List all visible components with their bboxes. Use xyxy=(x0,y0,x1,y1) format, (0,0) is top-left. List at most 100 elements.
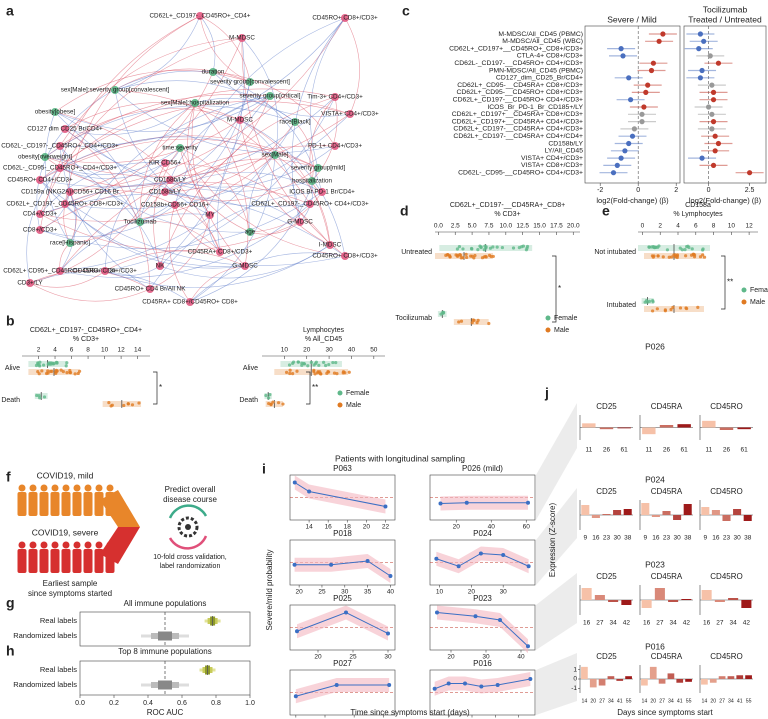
point xyxy=(292,480,297,485)
node-label: obesity[overweight] xyxy=(18,154,72,161)
bar xyxy=(654,588,665,600)
estimate xyxy=(710,89,717,95)
node-label: CD45RO- CD4+/CD3+ xyxy=(73,268,137,275)
tick-label: 34 xyxy=(670,620,678,627)
network-edge xyxy=(159,96,336,267)
estimate xyxy=(639,111,645,117)
point xyxy=(498,618,502,622)
legend-dot xyxy=(741,287,747,293)
network-edge xyxy=(54,95,271,132)
network-edge xyxy=(44,156,141,223)
tick-label: 0.8 xyxy=(211,700,221,707)
network-node xyxy=(341,14,349,22)
group-label: Intubated xyxy=(607,302,636,309)
network-edge xyxy=(199,15,251,83)
person-body xyxy=(50,549,60,573)
network-edge xyxy=(164,167,319,202)
person-body xyxy=(39,549,49,573)
tick-label: 11 xyxy=(585,447,592,454)
tick-label: 16 xyxy=(712,535,720,542)
network-node xyxy=(236,116,244,124)
dot xyxy=(663,308,667,312)
connector xyxy=(536,403,577,520)
network-edge xyxy=(191,102,246,267)
dot xyxy=(266,396,271,400)
network-edge xyxy=(39,37,243,215)
dot xyxy=(511,246,516,250)
bar xyxy=(602,514,611,515)
tick-label: 61 xyxy=(741,447,749,454)
dot xyxy=(321,360,326,364)
network-node xyxy=(186,298,194,306)
tick-label: 50 xyxy=(370,347,378,354)
tick-label: 10 xyxy=(281,347,289,354)
tick-label: 34 xyxy=(730,620,738,627)
estimate xyxy=(620,53,626,59)
tick-label: 26 xyxy=(663,447,671,454)
tick-label: 55 xyxy=(686,698,692,704)
point xyxy=(526,644,530,649)
node-label: CD62L+_CD197-_CD45RO+_CD4+ xyxy=(150,13,251,20)
dot xyxy=(42,363,46,367)
network-node xyxy=(56,142,64,150)
dot xyxy=(65,361,69,365)
significance: * xyxy=(159,383,162,392)
row-label: Real labels xyxy=(40,665,77,674)
dot xyxy=(316,370,320,374)
tick-label: 9 xyxy=(643,535,647,542)
tick-label: 34 xyxy=(668,698,674,704)
network-edge xyxy=(59,108,241,147)
network-node xyxy=(101,267,109,275)
tick-label: 2 xyxy=(658,223,662,230)
tick-label: 23 xyxy=(603,535,611,542)
point xyxy=(435,610,439,615)
network-node xyxy=(326,241,334,249)
network-edge xyxy=(212,71,351,117)
network-edge xyxy=(39,213,301,251)
marker-title: CD45RA xyxy=(651,652,683,661)
bar xyxy=(714,600,725,602)
estimate xyxy=(656,38,662,44)
point xyxy=(383,504,388,509)
line xyxy=(294,560,391,577)
network-node xyxy=(331,93,339,101)
tick-label: 27 xyxy=(599,698,605,704)
network-node xyxy=(26,279,34,287)
person-body xyxy=(94,549,104,573)
marker-title: CD45RO xyxy=(710,487,742,496)
node-label: ICOS Br PD-1 Br/CD4+ xyxy=(289,189,355,196)
network-edge xyxy=(239,119,301,223)
tick-label: 30 xyxy=(673,535,681,542)
axis-title: Expression (Z-score) xyxy=(548,503,557,578)
legend-label: Female xyxy=(554,315,577,322)
axis-title: Time since symptoms start (days) xyxy=(350,708,470,717)
panel-letter: g xyxy=(6,595,15,611)
group-label: Death xyxy=(239,397,258,404)
subplot-title: P016 xyxy=(473,659,492,668)
network-edge xyxy=(59,145,336,272)
axis-title: log2(Fold-change) (β) xyxy=(596,196,669,205)
dot xyxy=(470,321,474,325)
row-label: PMN-MDSC/All_CD45 (PBMC) xyxy=(489,67,583,74)
network-edge xyxy=(189,154,276,303)
plot-title: % All_CD45 xyxy=(305,336,342,343)
bar xyxy=(608,600,619,602)
network-edge xyxy=(59,147,181,175)
point xyxy=(528,677,533,681)
legend-label: Female xyxy=(750,287,768,294)
cycle-arrow xyxy=(168,535,208,550)
bar xyxy=(594,595,605,600)
dot xyxy=(291,371,295,376)
dot xyxy=(495,245,499,249)
network-edge xyxy=(104,244,331,288)
network-edge xyxy=(44,113,351,177)
tick-label: 23 xyxy=(663,535,671,542)
dot xyxy=(137,401,141,405)
person-body xyxy=(61,549,71,573)
network-edge xyxy=(174,204,221,253)
dot xyxy=(48,369,53,374)
person-head xyxy=(95,541,103,549)
null-dist xyxy=(158,631,172,641)
tick-label: 55 xyxy=(746,698,752,704)
dot xyxy=(476,248,480,252)
